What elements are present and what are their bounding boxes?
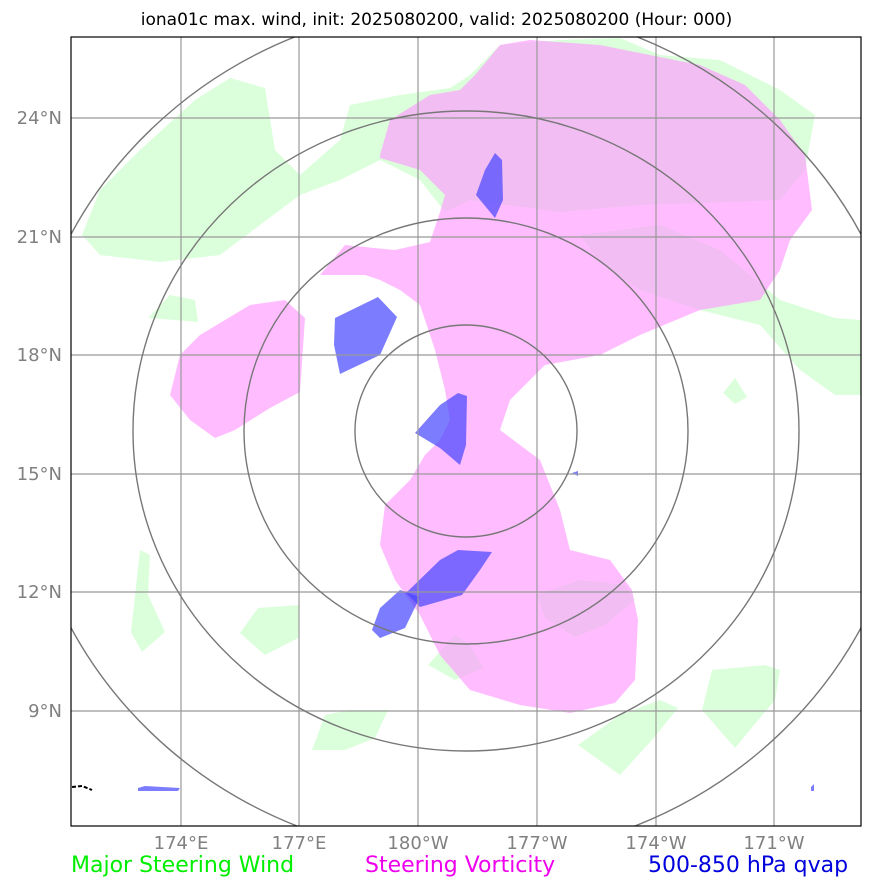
latitude-labels: 24°N 21°N 18°N 15°N 12°N 9°N (17, 108, 62, 722)
wind-region-southeast-2 (702, 665, 780, 748)
qvap-region-center (415, 393, 467, 465)
lat-label: 15°N (17, 464, 62, 485)
lat-label: 9°N (28, 701, 62, 722)
steering-vorticity-layer (170, 40, 812, 713)
longitude-labels: 174°E 177°E 180°W 177°W 174°W 171°W (154, 833, 805, 854)
vorticity-main-region (320, 40, 812, 713)
plot-frame (70, 36, 862, 827)
lon-label: 174°E (154, 833, 209, 854)
lon-label: 171°W (743, 833, 804, 854)
ring-1 (354, 324, 578, 538)
legend-major-steering-wind: Major Steering Wind (71, 853, 295, 878)
wind-region-south-1 (312, 710, 388, 750)
wind-region-southwest-1 (131, 550, 165, 652)
ring-2 (243, 217, 689, 645)
lat-label: 12°N (17, 582, 62, 603)
wind-region-east-small (723, 378, 747, 404)
wind-region-southeast-1 (578, 700, 678, 775)
qvap-region-south (406, 550, 492, 607)
ring-3 (132, 110, 800, 752)
distance-rings (71, 37, 861, 826)
wind-region-southwest-2 (240, 605, 300, 655)
lon-label: 174°W (625, 833, 686, 854)
lon-label: 177°W (506, 833, 567, 854)
lat-label: 24°N (17, 108, 62, 129)
legend-qvap: 500-850 hPa qvap (648, 853, 849, 878)
qvap-region-bottom-right (811, 784, 814, 791)
wind-region-west-small (148, 295, 198, 322)
lat-label: 18°N (17, 345, 62, 366)
qvap-region-bottom-left (138, 786, 180, 791)
qvap-region-southwest (372, 590, 420, 638)
legend-steering-vorticity: Steering Vorticity (365, 853, 556, 878)
lon-label: 177°E (272, 833, 327, 854)
lat-label: 21°N (17, 227, 62, 248)
map-title: iona01c max. wind, init: 2025080200, val… (140, 10, 733, 30)
qvap-region-west (334, 297, 397, 374)
vorticity-west-region (170, 300, 305, 438)
lon-label: 180°W (387, 833, 448, 854)
coastline-fragment (71, 784, 93, 791)
qvap-region-north (476, 153, 503, 218)
